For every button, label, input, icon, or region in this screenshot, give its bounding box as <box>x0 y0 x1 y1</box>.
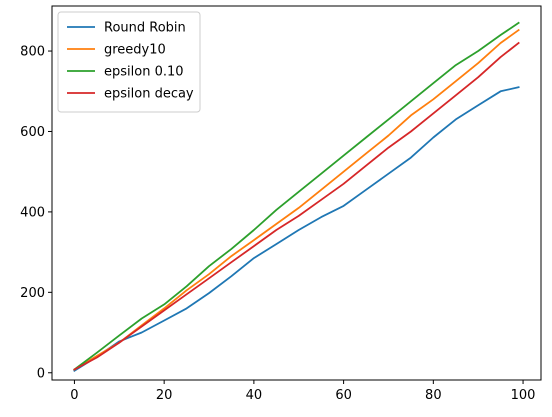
x-tick-label: 80 <box>425 388 442 403</box>
x-axis: 0 20 40 60 80 100 <box>70 380 535 403</box>
y-tick-label: 800 <box>20 45 45 60</box>
series-line-1 <box>73 28 520 371</box>
y-tick-label: 200 <box>20 286 45 301</box>
y-tick-label: 0 <box>37 366 45 381</box>
legend-label-1: greedy10 <box>104 43 166 58</box>
x-tick-label: 20 <box>156 388 173 403</box>
series-line-2 <box>73 21 520 371</box>
legend-box <box>57 11 201 113</box>
legend-label-0: Round Robin <box>104 21 186 36</box>
series-line-0 <box>73 86 520 373</box>
y-tick-label: 600 <box>20 125 45 140</box>
x-tick-label: 100 <box>511 388 536 403</box>
legend-label-2: epsilon 0.10 <box>104 65 184 80</box>
y-axis: 0 200 400 600 800 <box>20 45 52 381</box>
legend: Round Robin greedy10 epsilon 0.10 epsilon d… <box>57 11 201 113</box>
x-tick-label: 60 <box>335 388 352 403</box>
y-tick-label: 400 <box>20 205 45 220</box>
x-tick-label: 40 <box>246 388 263 403</box>
axes-frame <box>51 5 542 381</box>
series-lines <box>73 21 520 373</box>
x-tick-label: 0 <box>70 388 78 403</box>
legend-label-3: epsilon decay <box>104 87 194 102</box>
series-line-3 <box>73 41 520 371</box>
